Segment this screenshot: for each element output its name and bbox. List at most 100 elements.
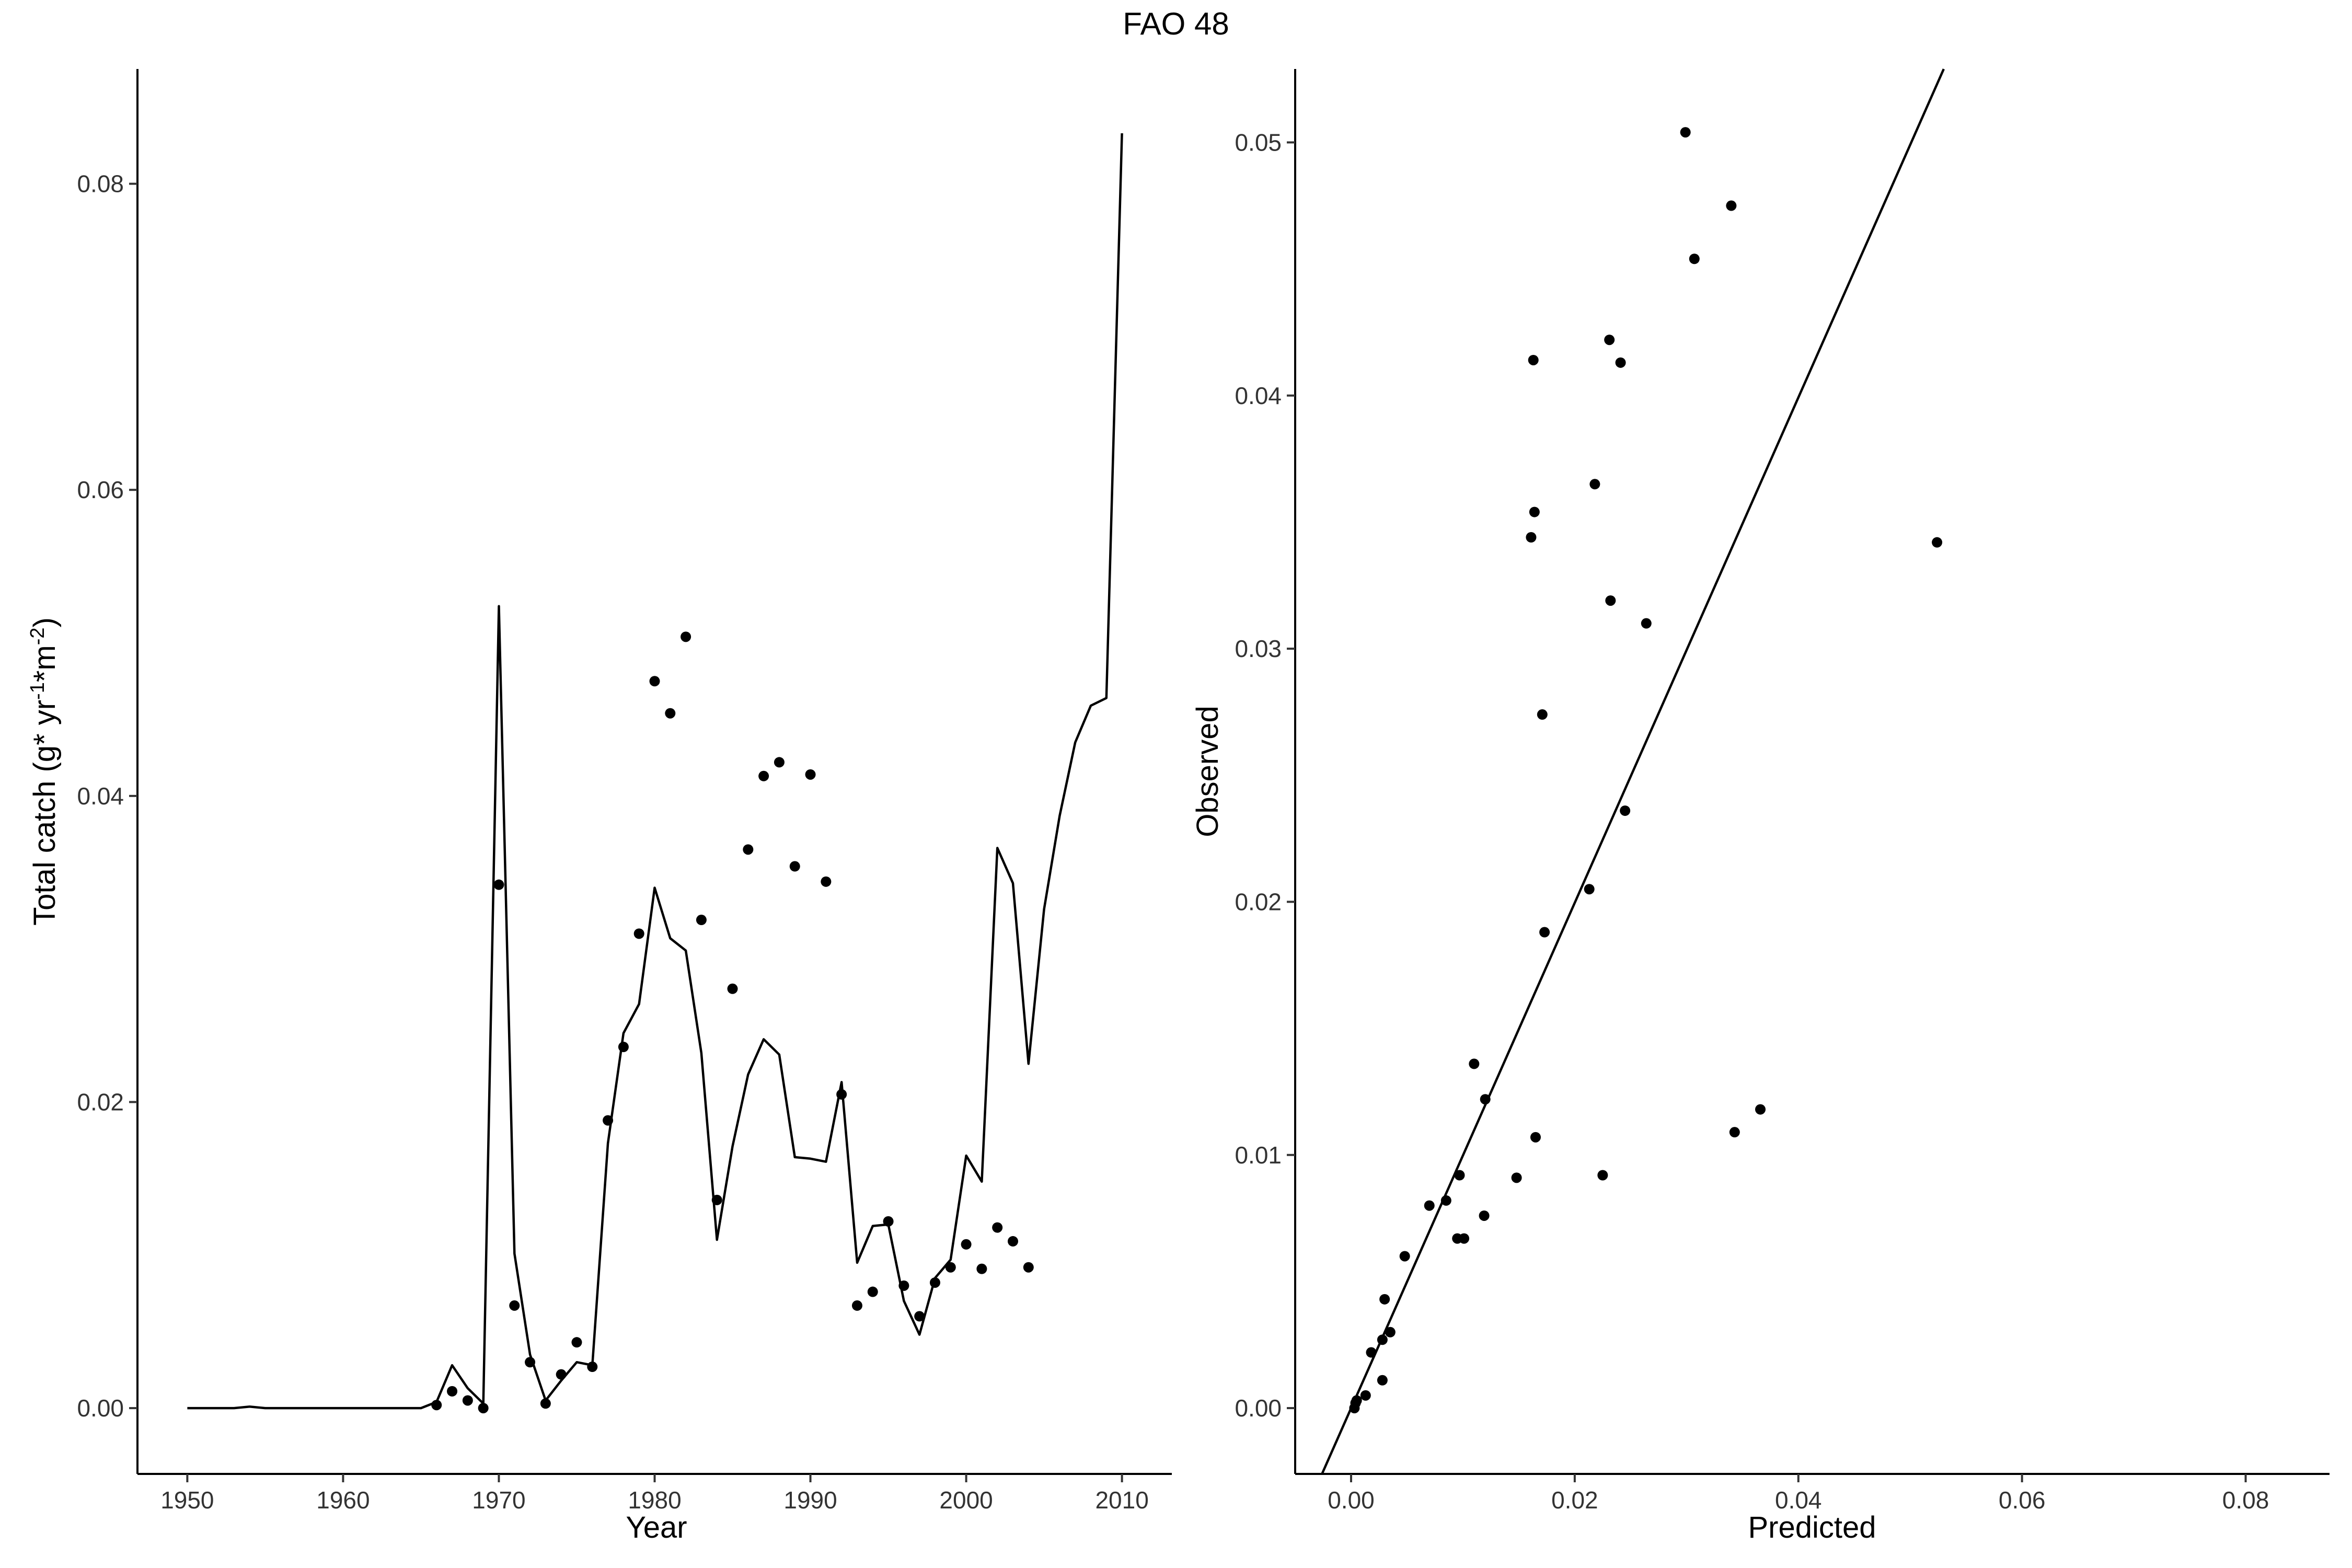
left-x-tick-label: 2010 [1095, 1486, 1148, 1514]
observed-point [1399, 1251, 1410, 1262]
left-y-axis-title-sup1: -1 [27, 682, 49, 700]
observed-point [1469, 1058, 1480, 1069]
observed-point [1454, 1170, 1465, 1181]
right-y-tick-label: 0.03 [1235, 635, 1282, 662]
left-y-tick-label: 0.04 [77, 782, 124, 810]
observed-point [758, 770, 769, 781]
figure-title: FAO 48 [1123, 6, 1229, 41]
observed-point [851, 1300, 862, 1311]
observed-point [727, 983, 738, 994]
observed-point [898, 1280, 909, 1291]
observed-point [945, 1262, 956, 1273]
observed-point [1379, 1294, 1390, 1305]
fit-line [1321, 68, 1945, 1474]
left-y-axis-title-main: Total catch (g* yr [28, 700, 62, 926]
observed-point [1729, 1127, 1740, 1138]
observed-point [431, 1400, 442, 1411]
right-y-tick-label: 0.04 [1235, 382, 1282, 409]
observed-point [1366, 1347, 1377, 1358]
observed-point [1479, 1210, 1490, 1221]
observed-point [587, 1362, 598, 1373]
right-y-tick-label: 0.00 [1235, 1394, 1282, 1422]
left-y-tick-label: 0.00 [77, 1394, 124, 1422]
observed-point [665, 708, 676, 719]
left-y-axis-title-sup2: -2 [27, 627, 49, 645]
observed-point [1539, 927, 1550, 938]
observed-point [649, 676, 660, 687]
observed-point [696, 915, 707, 926]
left-y-axis-title-end: ) [28, 617, 62, 627]
observed-point [603, 1115, 614, 1126]
observed-point [1511, 1172, 1522, 1183]
observed-point [867, 1286, 878, 1297]
observed-point [1604, 335, 1615, 345]
left-y-axis-title-mid: *m [28, 645, 62, 682]
observed-point [1526, 532, 1537, 543]
observed-point [743, 844, 754, 855]
observed-point [1452, 1233, 1463, 1244]
left-x-axis-title: Year [626, 1511, 687, 1544]
predicted-catch-line [187, 133, 1123, 1410]
observed-point [1597, 1170, 1608, 1181]
right-x-tick-label: 0.06 [1999, 1486, 2046, 1514]
right-x-tick-label: 0.08 [2222, 1486, 2269, 1514]
observed-point [1385, 1327, 1396, 1338]
right-x-tick-label: 0.04 [1775, 1486, 1822, 1514]
left-y-tick-label: 0.02 [77, 1088, 124, 1115]
observed-point [571, 1337, 582, 1348]
right-x-tick-label: 0.02 [1551, 1486, 1598, 1514]
observed-point [821, 876, 832, 887]
observed-point [1360, 1390, 1371, 1401]
left-x-tick-label: 1970 [472, 1486, 525, 1514]
right-plot-area [1321, 68, 1945, 1474]
observed-point [1351, 1395, 1362, 1406]
predicted-observed-panel: 0.00 0.02 0.04 0.06 0.08 0.000.010.020.030.0… [1191, 68, 2330, 1544]
observed-point [789, 861, 800, 872]
observed-point [618, 1042, 629, 1053]
observed-point [1480, 1094, 1491, 1105]
observed-point [1584, 884, 1595, 895]
observed-point [1755, 1104, 1766, 1115]
observed-point [774, 757, 785, 768]
observed-point [836, 1089, 847, 1100]
observed-point [992, 1222, 1003, 1233]
left-x-tick-label: 1960 [316, 1486, 370, 1514]
observed-point [525, 1357, 536, 1368]
right-y-ticks: 0.00 0.01 0.02 0.03 0.04 0.05 [1235, 129, 1295, 1422]
observed-point [1689, 253, 1700, 264]
observed-point [1615, 357, 1626, 368]
observed-point [961, 1239, 972, 1250]
observed-point [1537, 709, 1548, 720]
left-y-ticks: 0.00 0.02 0.04 0.06 0.08 [77, 170, 137, 1422]
observed-point [1440, 1195, 1451, 1206]
observed-point [1932, 537, 1943, 548]
observed-point [478, 1403, 489, 1414]
observed-point [711, 1194, 722, 1205]
observed-point [493, 879, 504, 890]
left-y-tick-label: 0.06 [77, 476, 124, 503]
observed-point [1641, 618, 1652, 629]
observed-point [633, 928, 644, 939]
observed-point [1007, 1236, 1018, 1247]
left-plot-area [187, 133, 1123, 1414]
right-x-axis-title: Predicted [1748, 1511, 1876, 1544]
right-y-axis-title: Observed [1191, 706, 1225, 837]
left-x-tick-label: 2000 [939, 1486, 993, 1514]
observed-point [1589, 479, 1600, 490]
observed-point [976, 1263, 987, 1274]
observed-point [1529, 506, 1540, 517]
left-x-tick-label: 1990 [783, 1486, 837, 1514]
observed-point [1424, 1200, 1435, 1211]
right-y-tick-label: 0.02 [1235, 888, 1282, 915]
time-series-panel: 1950 1960 1970 1980 1990 2000 2010 0.000.020.0… [27, 69, 1172, 1544]
left-y-axis-title: Total catch (g* yr-1*m-2) [27, 617, 62, 926]
observed-point [914, 1311, 925, 1322]
observed-point [1680, 127, 1691, 138]
left-x-tick-label: 1980 [628, 1486, 681, 1514]
observed-point [1023, 1262, 1034, 1273]
observed-point [1377, 1334, 1388, 1345]
left-x-ticks: 1950 1960 1970 1980 1990 2000 2010 [160, 1474, 1149, 1514]
observed-point [1605, 595, 1616, 606]
right-y-tick-label: 0.01 [1235, 1142, 1282, 1169]
